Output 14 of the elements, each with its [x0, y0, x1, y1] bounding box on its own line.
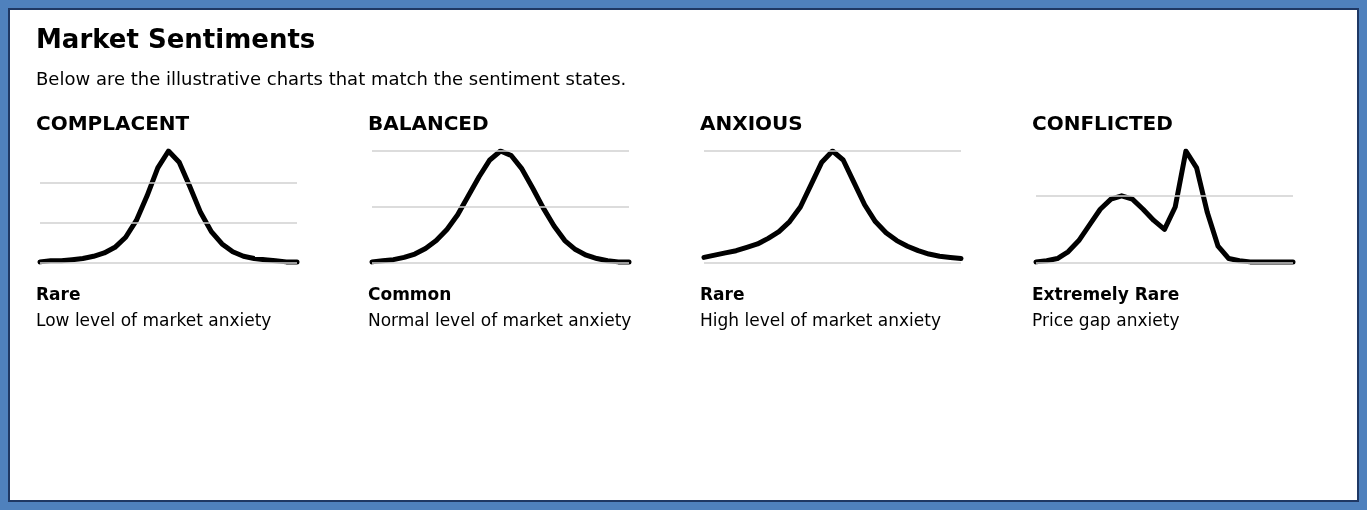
text: High level of market anxiety	[700, 309, 942, 332]
chart-title: COMPLACENT	[36, 111, 191, 135]
text: Low level of market anxiety	[36, 309, 273, 332]
chart-title: BALANCED	[368, 111, 490, 135]
text: Normal level of market anxiety	[368, 309, 633, 332]
text: Common	[368, 283, 453, 306]
text: Extremely Rare	[1032, 283, 1181, 306]
text: Market Sentiments	[36, 24, 317, 54]
chart-title: ANXIOUS	[700, 111, 804, 135]
text: Rare	[700, 283, 746, 306]
text: Price gap anxiety	[1032, 309, 1181, 332]
text: Below are the illustrative charts that match the sentiment states.	[36, 68, 628, 89]
chart-title: CONFLICTED	[1032, 111, 1174, 135]
text: Rare	[36, 283, 82, 306]
